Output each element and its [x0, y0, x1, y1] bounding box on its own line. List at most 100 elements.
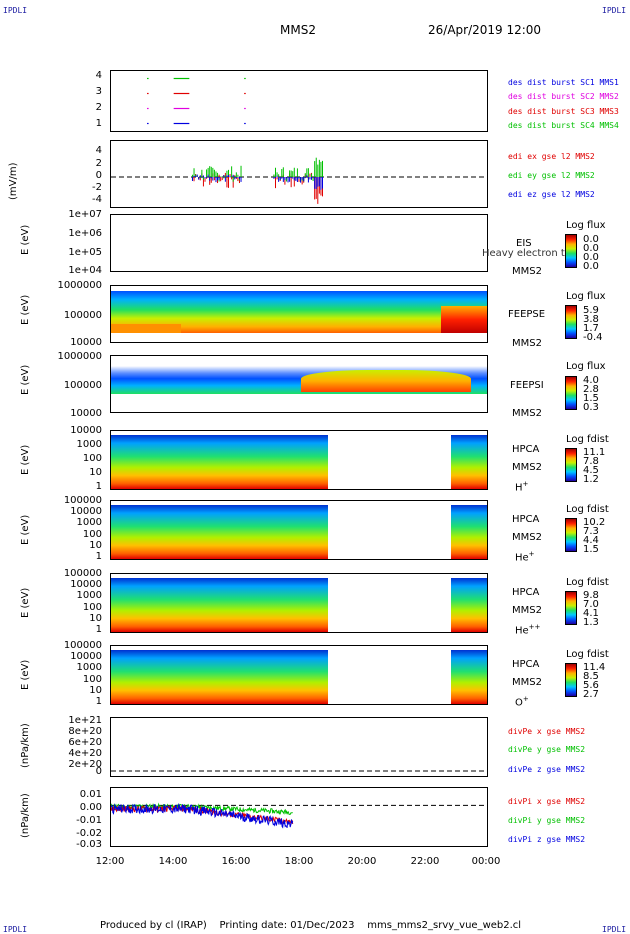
eis-cbar-tick: 0.0: [583, 234, 599, 245]
divpi-ytick: 0.00: [79, 802, 102, 813]
hpca-spectrogram-block: [111, 650, 328, 704]
hpca-species-charge: +: [522, 695, 529, 703]
feepsi-cbar-tick: 4.0: [583, 375, 599, 386]
hpca-ytick: 100000: [63, 568, 102, 579]
hpca-ytick: 100000: [63, 640, 102, 651]
hpca-colorbar: [565, 518, 577, 552]
hpca-colorbar: [565, 663, 577, 697]
hpca-side-label: HPCA: [512, 444, 540, 455]
eis-colorbar: [565, 234, 577, 268]
hpca-spectrogram-block: [451, 578, 487, 632]
hpca-panel: [110, 645, 488, 705]
hpca-panel: [110, 430, 488, 490]
edi-ylabel: (mV/m): [8, 162, 19, 201]
feepsi-colorbar: [565, 376, 577, 410]
divpi-legend-x: divPi x gse MMS2: [508, 797, 586, 806]
eis-side-mission: MMS2: [512, 266, 542, 277]
divpi-legend-z: divPi z gse MMS2: [508, 835, 586, 844]
hpca-cbar-tick: 4.1: [583, 608, 599, 619]
feepse-colorbar: [565, 305, 577, 339]
divpi-ylabel: (nPa/km): [20, 793, 31, 838]
feepse-cbar-tick: 1.7: [583, 323, 599, 334]
hpca-cbar-title: Log fdist: [566, 434, 609, 445]
footer-line: Produced by cl (IRAP) Printing date: 01/…: [100, 920, 521, 931]
edi-legend-ey: edi ey gse l2 MMS2: [508, 171, 595, 180]
hpca-species-charge: ++: [528, 623, 541, 631]
hpca-colorbar: [565, 448, 577, 482]
hpca-ytick: 100: [82, 528, 102, 540]
divpi-plot: [111, 802, 487, 829]
eis-ytick: 1e+07: [68, 209, 102, 220]
footer-printing-date: Printing date: 01/Dec/2023: [219, 920, 355, 931]
hpca-species-name: He: [515, 552, 529, 564]
hpca-ylabel: E (eV): [20, 514, 31, 545]
feepse-side-mission: MMS2: [512, 338, 542, 349]
hpca-species-charge: +: [528, 550, 535, 558]
hpca-cbar-title: Log fdist: [566, 504, 609, 515]
eis-ytick: 1e+04: [68, 265, 102, 276]
hpca-cbar-tick: 1.2: [583, 474, 599, 485]
x-tick-label: 00:00: [471, 856, 501, 867]
hpca-ytick: 10: [89, 684, 102, 696]
hpca-species-label: He+: [515, 550, 535, 563]
hpca-ytick: 1: [95, 551, 102, 562]
hpca-spectrogram-block: [451, 505, 487, 559]
divpe-legend-z: divPe z gse MMS2: [508, 765, 586, 774]
divpe-legend-x: divPe x gse MMS2: [508, 727, 586, 736]
hpca-ytick: 100: [82, 673, 102, 685]
feepsi-cbar-tick: 1.5: [583, 393, 599, 404]
hpca-ytick: 10: [89, 539, 102, 551]
x-tick-label: 22:00: [410, 856, 440, 867]
edi-ytick: -2: [92, 182, 102, 193]
hpca-cbar-tick: 8.5: [583, 671, 599, 682]
feepse-cbar-title: Log flux: [566, 291, 606, 302]
hpca-cbar-tick: 11.1: [583, 447, 606, 458]
hpca-ytick: 1: [95, 624, 102, 635]
x-tick-label: 18:00: [284, 856, 314, 867]
hpca-ytick: 10: [89, 612, 102, 624]
feepsi-side-label: FEEPSI: [510, 380, 544, 391]
hpca-ytick: 1: [95, 696, 102, 707]
divpi-ytick: -0.01: [76, 815, 102, 826]
hpca-species-label: H+: [515, 480, 528, 493]
hpca-cbar-tick: 1.3: [583, 617, 599, 628]
hpca-ytick: 10000: [70, 506, 102, 518]
corner-label-top-right: IPDLI: [602, 6, 627, 15]
divpi-series-z: [111, 803, 294, 829]
divpe-ytick: 1e+21: [68, 715, 102, 726]
divpi-ytick: 0.01: [79, 789, 102, 800]
hpca-ytick: 10000: [70, 425, 102, 436]
divpi-panel: [110, 787, 488, 847]
hpca-ytick: 1000: [76, 590, 102, 602]
hpca-cbar-tick: 7.3: [583, 526, 599, 537]
burst-legend-3: des dist burst SC3 MMS3: [508, 107, 619, 116]
corner-label-top-left: IPDLI: [3, 6, 28, 15]
feepse-cbar-tick: -0.4: [583, 332, 603, 343]
divpe-plot: [111, 770, 487, 772]
hpca-ytick: 1000: [76, 439, 102, 450]
hpca-side-mission: MMS2: [512, 677, 542, 688]
divpi-ytick: -0.03: [76, 839, 102, 850]
divpi-series-y: [111, 802, 293, 815]
hpca-ytick: 100000: [63, 495, 102, 506]
burst-ytick: 4: [95, 70, 102, 81]
edi-ytick: 0: [95, 170, 102, 181]
edi-panel: [110, 140, 488, 208]
hpca-spectrogram-block: [111, 505, 328, 559]
eis-ytick: 1e+06: [68, 228, 102, 239]
hpca-side-mission: MMS2: [512, 532, 542, 543]
hpca-ylabel: E (eV): [20, 587, 31, 618]
feepse-ytick: 10000: [70, 337, 102, 348]
divpi-legend-y: divPi y gse MMS2: [508, 816, 586, 825]
edi-legend-ex: edi ex gse l2 MMS2: [508, 152, 595, 161]
eis-ylabel: E (eV): [20, 224, 31, 255]
feepse-cbar-tick: 3.8: [583, 314, 599, 325]
corner-label-bottom-left: IPDLI: [3, 925, 28, 934]
divpe-ytick: 6e+20: [68, 737, 102, 748]
feepse-side-label: FEEPSE: [508, 309, 546, 320]
hpca-cbar-tick: 7.0: [583, 599, 599, 610]
feepse-cbar-tick: 5.9: [583, 305, 599, 316]
hpca-species-label: He++: [515, 623, 540, 636]
feepsi-cbar-tick: 2.8: [583, 384, 599, 395]
edi-ytick: -4: [92, 194, 102, 205]
